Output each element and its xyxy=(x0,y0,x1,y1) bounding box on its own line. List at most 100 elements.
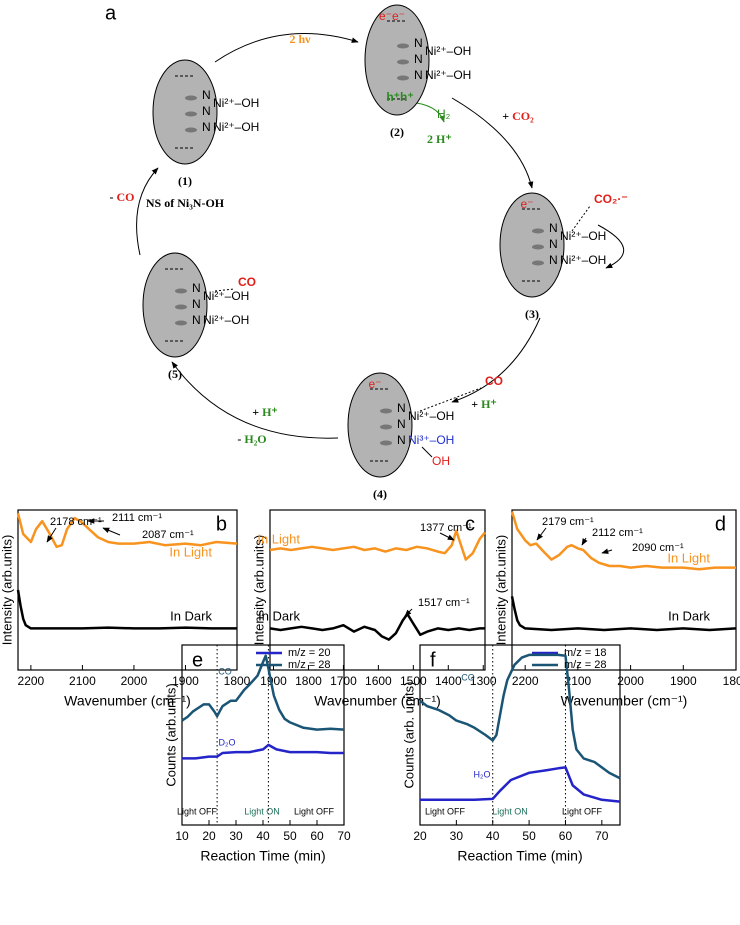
squiggle xyxy=(175,320,187,326)
x-tick-label: 70 xyxy=(337,829,351,843)
adsorbate: CO xyxy=(238,275,256,289)
squiggle xyxy=(532,244,544,250)
squiggle xyxy=(380,440,392,446)
legend-label: m/z = 18 xyxy=(564,647,607,659)
series-line xyxy=(181,654,345,731)
x-tick-label: 30 xyxy=(229,829,243,843)
atom-n: N xyxy=(192,313,201,327)
series-line xyxy=(16,589,237,630)
site: Ni²⁺–OH xyxy=(560,253,606,267)
adsorbate: CO xyxy=(485,374,503,388)
annotation-arrow xyxy=(536,527,547,541)
x-tick-label: 60 xyxy=(559,829,573,843)
electrons: e⁻e⁻ xyxy=(379,9,405,23)
step-sign: - xyxy=(237,432,241,446)
x-tick-label: 1800 xyxy=(723,674,740,688)
x-tick-label: 30 xyxy=(450,829,464,843)
electrons: e⁻ xyxy=(520,197,533,211)
x-tick-label: 40 xyxy=(256,829,270,843)
annotation: 2112 cm⁻¹ xyxy=(592,527,643,539)
site: Ni²⁺–OH xyxy=(203,289,249,303)
series-label: In Light xyxy=(667,550,710,565)
series-line xyxy=(510,511,736,571)
x-tick-label: 1800 xyxy=(224,674,251,688)
annotation: CO xyxy=(461,672,475,682)
step-species: CO xyxy=(117,190,135,204)
annotation: CO xyxy=(218,666,232,676)
plot-frame xyxy=(419,644,621,826)
bond xyxy=(571,205,591,232)
step-sign: + xyxy=(252,405,259,419)
adsorbate: CO₂·⁻ xyxy=(594,192,628,206)
x-tick-label: 1900 xyxy=(172,674,199,688)
x-tick-label: 1300 xyxy=(470,674,497,688)
annotation-arrow xyxy=(601,548,613,554)
step: + H⁺ xyxy=(471,397,497,411)
series-line xyxy=(16,512,238,549)
x-tick-label: 20 xyxy=(202,829,216,843)
nanosheet xyxy=(152,59,218,165)
annotation: Light OFF xyxy=(177,806,218,816)
series-line xyxy=(269,529,486,561)
x-tick-label: 2200 xyxy=(512,674,539,688)
x-tick-label: 70 xyxy=(595,829,609,843)
squiggle xyxy=(175,288,187,294)
squiggle xyxy=(380,424,392,430)
step-sign: + xyxy=(471,397,478,411)
series-label: In Light xyxy=(257,531,300,546)
y-axis-label: Intensity (arb.units) xyxy=(493,535,508,646)
squiggle xyxy=(532,260,544,266)
annotation: 2179 cm⁻¹ xyxy=(542,516,594,528)
series-line xyxy=(510,596,737,632)
annotation: 1517 cm⁻¹ xyxy=(418,597,470,609)
state-caption: NS of Ni₃N-OH xyxy=(146,196,225,210)
panel-label: f xyxy=(430,649,436,671)
series-label: In Dark xyxy=(668,608,710,623)
site: Ni²⁺–OH xyxy=(425,44,471,58)
h2: H₂ xyxy=(437,107,451,121)
step-species: H⁺ xyxy=(262,405,278,419)
atom-n: N xyxy=(414,36,423,50)
nanosheet xyxy=(347,372,413,478)
annotation: 1377 cm⁻¹ xyxy=(420,522,472,534)
annotation: H₂O xyxy=(474,769,491,779)
atom-n: N xyxy=(414,52,423,66)
atom-n: N xyxy=(397,417,406,431)
bond xyxy=(421,446,433,458)
site: Ni²⁺–OH xyxy=(425,68,471,82)
annotation: Light OFF xyxy=(425,806,466,816)
cycle-arrows xyxy=(136,25,625,439)
site: Ni²⁺–OH xyxy=(560,229,606,243)
state-number: (4) xyxy=(373,487,387,501)
squiggle xyxy=(185,111,197,117)
plot-frame xyxy=(181,644,345,826)
annotation: 2178 cm⁻¹ xyxy=(50,516,102,528)
x-axis-label: Reaction Time (min) xyxy=(457,848,582,864)
nanosheet xyxy=(364,4,430,116)
electrons: e⁻ xyxy=(368,377,381,391)
step: - CO xyxy=(110,190,135,204)
site: Ni²⁺–OH xyxy=(203,313,249,327)
state-number: (1) xyxy=(178,174,192,188)
squiggle xyxy=(175,304,187,310)
squiggle xyxy=(532,228,544,234)
atom-n: N xyxy=(192,297,201,311)
annotation: 2090 cm⁻¹ xyxy=(632,542,684,554)
series-line xyxy=(419,653,621,780)
x-tick-label: 1900 xyxy=(260,674,287,688)
squiggle xyxy=(185,127,197,133)
site: Ni²⁺–OH xyxy=(408,409,454,423)
series-line xyxy=(182,743,344,760)
bond xyxy=(419,387,482,412)
legend-label: m/z = 28 xyxy=(288,659,331,671)
atom-n: N xyxy=(397,433,406,447)
series-label: In Light xyxy=(169,544,212,559)
panel-label: b xyxy=(216,513,227,535)
x-tick-label: 60 xyxy=(310,829,324,843)
x-tick-label: 2200 xyxy=(18,674,45,688)
x-tick-label: 10 xyxy=(175,829,189,843)
y-axis-label: Counts (arb.units) xyxy=(163,683,178,786)
legend-label: m/z = 20 xyxy=(288,647,331,659)
x-tick-label: 1600 xyxy=(365,674,392,688)
annotation: Light OFF xyxy=(294,806,335,816)
